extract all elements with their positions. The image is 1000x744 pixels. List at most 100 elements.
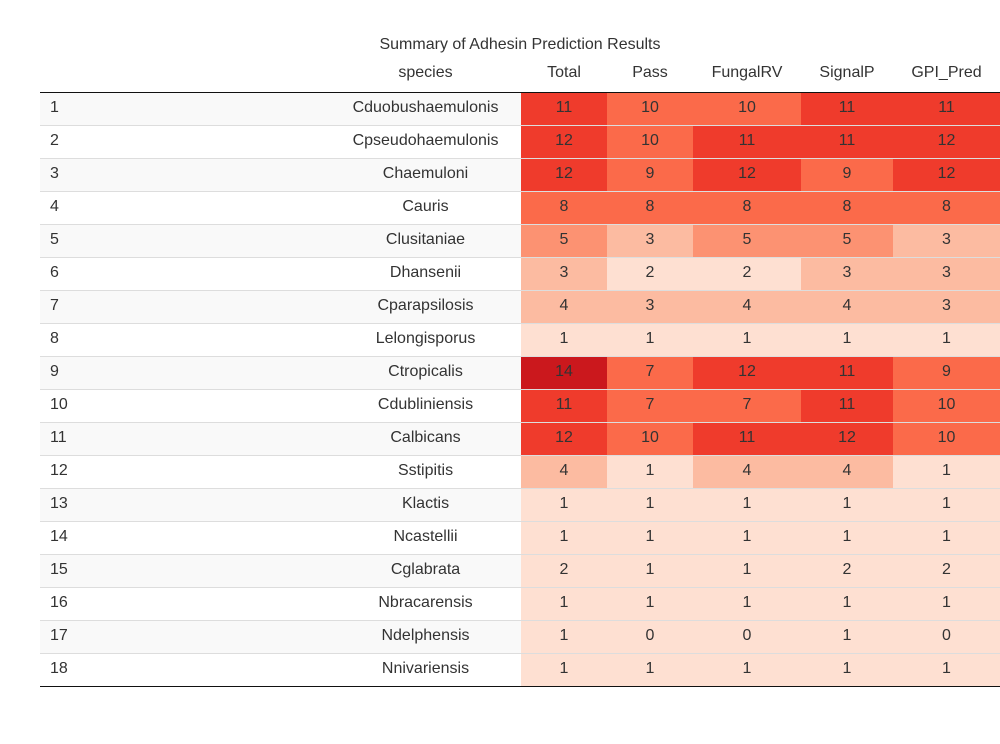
fungalrv-cell: 12: [693, 357, 801, 389]
gpi-pred-cell: 1: [893, 324, 1000, 356]
total-cell: 11: [521, 390, 607, 422]
table-row[interactable]: 15 Cglabrata 2 1 1 2 2: [40, 555, 1000, 588]
row-index: 8: [50, 330, 59, 347]
column-header-fungalrv[interactable]: FungalRV: [711, 64, 783, 81]
species-cell: Lelongisporus: [375, 330, 476, 347]
species-cell: Cparapsilosis: [377, 297, 474, 314]
table-row[interactable]: 17 Ndelphensis 1 0 0 1 0: [40, 621, 1000, 654]
signalp-cell: 1: [801, 324, 893, 356]
pass-cell: 1: [607, 324, 693, 356]
fungalrv-cell: 11: [693, 126, 801, 158]
row-index: 12: [50, 462, 68, 479]
gpi-pred-cell: 1: [893, 456, 1000, 488]
fungalrv-cell: 1: [693, 654, 801, 686]
signalp-cell: 1: [801, 621, 893, 653]
pass-cell: 9: [607, 159, 693, 191]
row-index: 2: [50, 132, 59, 149]
signalp-cell: 11: [801, 93, 893, 125]
table-row[interactable]: 6 Dhansenii 3 2 2 3 3: [40, 258, 1000, 291]
species-cell: Cauris: [402, 198, 449, 215]
table-header: species Total Pass FungalRV SignalP GPI_…: [40, 59, 1000, 92]
pass-cell: 8: [607, 192, 693, 224]
table-row[interactable]: 1 Cduobushaemulonis 11 10 10 11 11: [40, 93, 1000, 126]
table-bottom-border: [40, 686, 1000, 687]
table-row[interactable]: 12 Sstipitis 4 1 4 4 1: [40, 456, 1000, 489]
column-header-gpi-pred[interactable]: GPI_Pred: [911, 64, 982, 81]
table-row[interactable]: 4 Cauris 8 8 8 8 8: [40, 192, 1000, 225]
table-row[interactable]: 8 Lelongisporus 1 1 1 1 1: [40, 324, 1000, 357]
table-row[interactable]: 3 Chaemuloni 12 9 12 9 12: [40, 159, 1000, 192]
signalp-cell: 8: [801, 192, 893, 224]
table-row[interactable]: 11 Calbicans 12 10 11 12 10: [40, 423, 1000, 456]
row-index: 1: [50, 99, 59, 116]
table-caption: Summary of Adhesin Prediction Results: [379, 36, 661, 53]
table-row[interactable]: 2 Cpseudohaemulonis 12 10 11 11 12: [40, 126, 1000, 159]
row-index: 3: [50, 165, 59, 182]
fungalrv-cell: 1: [693, 555, 801, 587]
pass-cell: 10: [607, 423, 693, 455]
column-header-signalp[interactable]: SignalP: [819, 64, 875, 81]
gpi-pred-cell: 1: [893, 489, 1000, 521]
fungalrv-cell: 4: [693, 291, 801, 323]
row-index: 15: [50, 561, 68, 578]
gpi-pred-cell: 12: [893, 159, 1000, 191]
total-cell: 3: [521, 258, 607, 290]
signalp-cell: 4: [801, 291, 893, 323]
signalp-cell: 5: [801, 225, 893, 257]
total-cell: 1: [521, 324, 607, 356]
fungalrv-cell: 12: [693, 159, 801, 191]
signalp-cell: 1: [801, 588, 893, 620]
species-cell: Ctropicalis: [388, 363, 463, 380]
gpi-pred-cell: 1: [893, 522, 1000, 554]
table-row[interactable]: 16 Nbracarensis 1 1 1 1 1: [40, 588, 1000, 621]
pass-cell: 3: [607, 225, 693, 257]
signalp-cell: 11: [801, 126, 893, 158]
total-cell: 12: [521, 423, 607, 455]
table-row[interactable]: 13 Klactis 1 1 1 1 1: [40, 489, 1000, 522]
pass-cell: 1: [607, 489, 693, 521]
fungalrv-cell: 11: [693, 423, 801, 455]
row-index: 5: [50, 231, 59, 248]
pass-cell: 2: [607, 258, 693, 290]
row-index: 9: [50, 363, 59, 380]
signalp-cell: 11: [801, 357, 893, 389]
species-cell: Klactis: [401, 495, 450, 512]
gpi-pred-cell: 2: [893, 555, 1000, 587]
fungalrv-cell: 7: [693, 390, 801, 422]
row-index: 18: [50, 660, 68, 677]
fungalrv-cell: 1: [693, 522, 801, 554]
gpi-pred-cell: 0: [893, 621, 1000, 653]
total-cell: 1: [521, 621, 607, 653]
gpi-pred-cell: 10: [893, 390, 1000, 422]
gpi-pred-cell: 3: [893, 225, 1000, 257]
table-row[interactable]: 9 Ctropicalis 14 7 12 11 9: [40, 357, 1000, 390]
gpi-pred-cell: 3: [893, 291, 1000, 323]
fungalrv-cell: 5: [693, 225, 801, 257]
total-cell: 12: [521, 159, 607, 191]
fungalrv-cell: 4: [693, 456, 801, 488]
table-row[interactable]: 7 Cparapsilosis 4 3 4 4 3: [40, 291, 1000, 324]
table-body: 1 Cduobushaemulonis 11 10 10 11 11 2 Cpseudohaem…: [40, 93, 1000, 687]
column-header-pass[interactable]: Pass: [632, 64, 668, 81]
table-row[interactable]: 14 Ncastellii 1 1 1 1 1: [40, 522, 1000, 555]
total-cell: 1: [521, 522, 607, 554]
fungalrv-cell: 8: [693, 192, 801, 224]
species-cell: Ndelphensis: [381, 627, 470, 644]
total-cell: 4: [521, 456, 607, 488]
table-row[interactable]: 10 Cdubliniensis 11 7 7 11 10: [40, 390, 1000, 423]
row-index: 17: [50, 627, 68, 644]
signalp-cell: 4: [801, 456, 893, 488]
signalp-cell: 1: [801, 489, 893, 521]
signalp-cell: 2: [801, 555, 893, 587]
table-row[interactable]: 5 Clusitaniae 5 3 5 5 3: [40, 225, 1000, 258]
species-cell: Calbicans: [390, 429, 461, 446]
row-index: 4: [50, 198, 59, 215]
column-header-species[interactable]: species: [398, 64, 453, 81]
signalp-cell: 9: [801, 159, 893, 191]
table-row[interactable]: 18 Nnivariensis 1 1 1 1 1: [40, 654, 1000, 687]
species-cell: Cglabrata: [390, 561, 461, 578]
fungalrv-cell: 1: [693, 489, 801, 521]
fungalrv-cell: 1: [693, 588, 801, 620]
column-header-total[interactable]: Total: [547, 64, 581, 81]
pass-cell: 7: [607, 390, 693, 422]
